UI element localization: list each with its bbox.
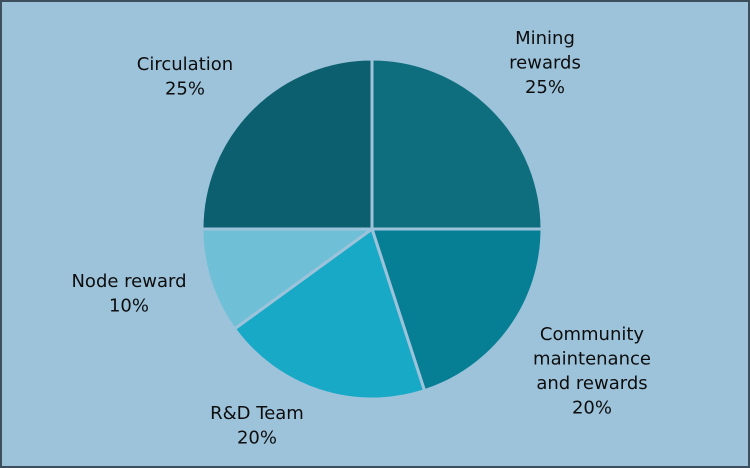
slice-label-community-maintenance-and-rewards: Community maintenance and rewards 20% (533, 324, 651, 419)
pie-slice-mining-rewards (370, 57, 544, 231)
pie-slice-r-d-team (232, 227, 427, 401)
slice-label-node-reward: Node reward 10% (71, 271, 186, 317)
pie-labels: Mining rewards 25% Community maintenance and … (71, 28, 650, 449)
pie-slice-circulation (200, 57, 374, 231)
pie-slices (200, 57, 544, 401)
slice-label-circulation: Circulation 25% (137, 54, 233, 100)
pie-slice-community-maintenance-and-rewards (370, 227, 544, 393)
slice-label-mining-rewards: Mining rewards 25% (509, 28, 581, 98)
pie-slice-node-reward (200, 227, 374, 331)
slice-label-r-d-team: R&D Team 20% (210, 403, 304, 449)
